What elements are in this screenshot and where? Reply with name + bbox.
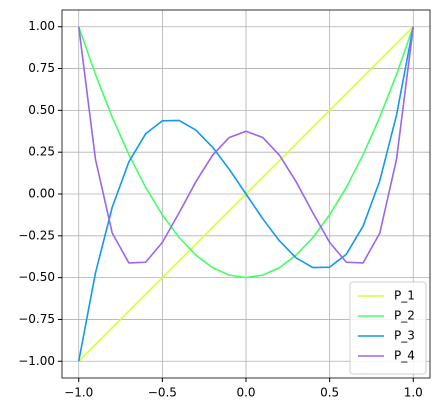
y-tick-label: 0.50: [28, 103, 55, 117]
x-tick-label: −0.5: [148, 386, 177, 400]
y-tick-label: 0.75: [28, 61, 55, 75]
y-tick-label: −1.00: [18, 354, 55, 368]
legend-label: P_1: [394, 289, 415, 303]
x-tick-label: 0.0: [236, 386, 255, 400]
series-line: [77, 26, 415, 362]
y-tick-label: −0.25: [18, 228, 55, 242]
x-tick-label: 0.5: [320, 386, 339, 400]
legend-label: P_2: [394, 309, 415, 323]
series-line: [77, 26, 415, 264]
x-tick-label: −1.0: [64, 386, 93, 400]
series-line: [77, 26, 415, 279]
y-tick-label: −0.75: [18, 312, 55, 326]
legend-label: P_4: [394, 349, 415, 363]
y-tick-label: 1.00: [28, 19, 55, 33]
x-tick-label: 1.0: [404, 386, 423, 400]
y-tick-label: 0.25: [28, 145, 55, 159]
legend-box: [349, 281, 427, 375]
plot-frame: [61, 9, 431, 379]
y-tick-label: −0.50: [18, 270, 55, 284]
y-tick-label: 0.00: [28, 187, 55, 201]
legend-label: P_3: [394, 329, 415, 343]
